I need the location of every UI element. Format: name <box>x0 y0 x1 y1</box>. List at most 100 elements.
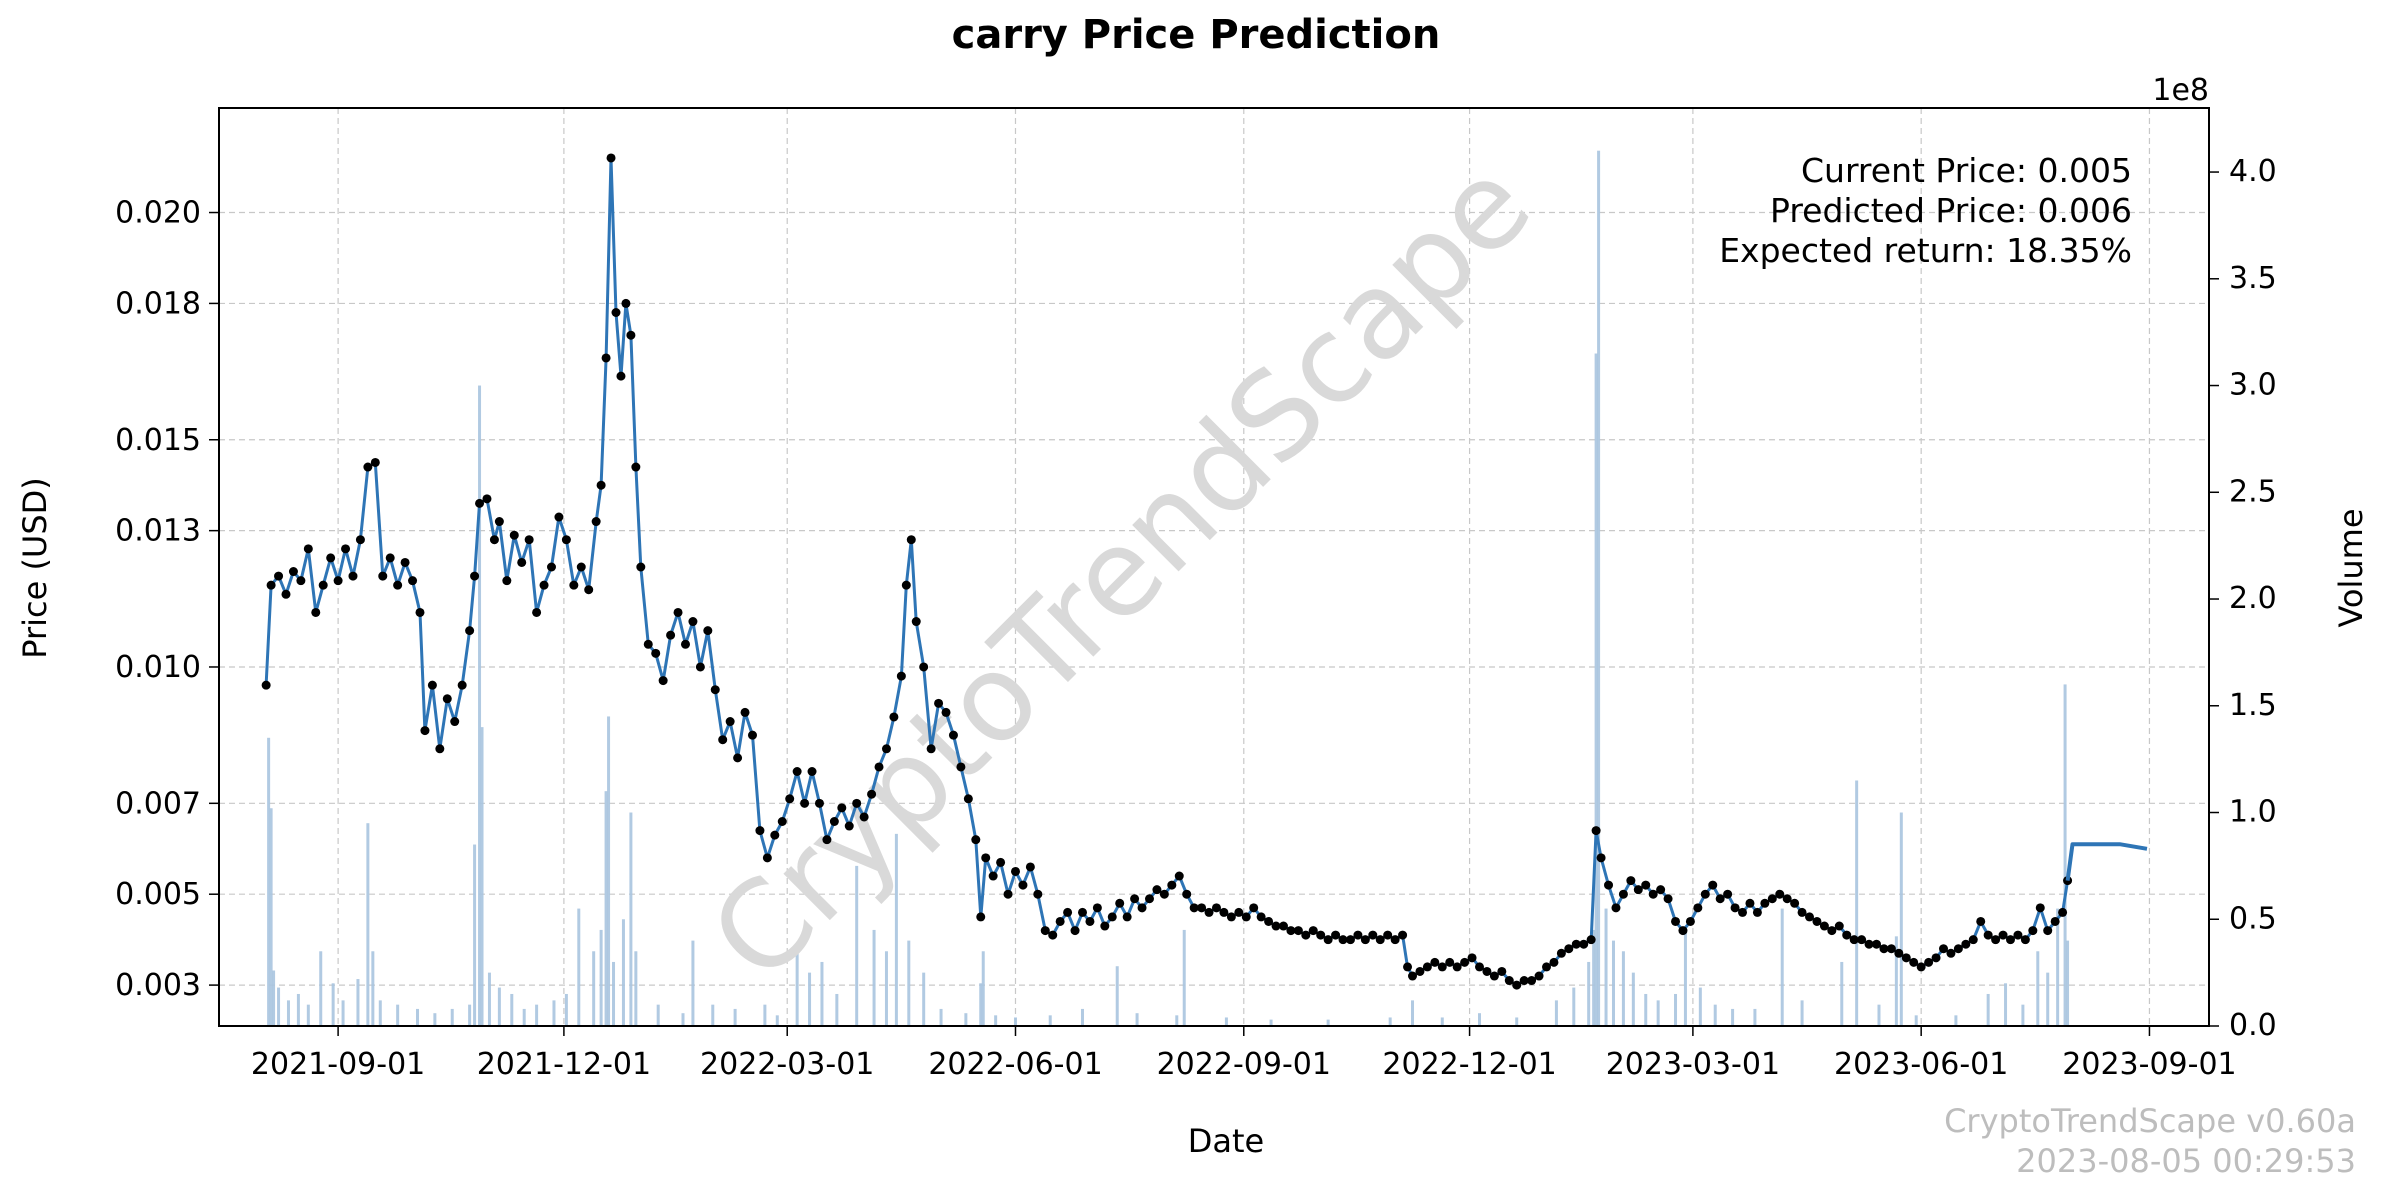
y-tick-label: 0.007 <box>115 786 201 821</box>
y-tick-label: 0.010 <box>115 650 201 685</box>
volume-bar <box>691 940 695 1026</box>
price-point <box>1579 939 1589 949</box>
price-point <box>1678 926 1688 936</box>
price-point <box>2028 926 2038 936</box>
volume-bar <box>1592 929 1596 1026</box>
x-tick-label: 2022-06-01 <box>928 1047 1102 1082</box>
volume-bar <box>378 1000 382 1026</box>
price-point <box>1278 921 1288 931</box>
price-point <box>1693 903 1703 913</box>
y2-tick-label: 1.0 <box>2229 795 2277 830</box>
price-point <box>1144 894 1154 904</box>
volume-bar <box>269 808 273 1026</box>
price-point <box>1775 889 1785 899</box>
price-point <box>926 744 936 754</box>
volume-bar <box>907 940 911 1026</box>
volume-bar <box>478 385 482 1026</box>
price-point <box>911 617 921 627</box>
price-point <box>1182 889 1192 899</box>
price-point <box>976 912 986 922</box>
price-point <box>626 330 636 340</box>
price-point <box>1010 866 1020 876</box>
volume-bar <box>1175 1015 1179 1026</box>
price-point <box>517 557 527 567</box>
x-tick-label: 2023-09-01 <box>2062 1047 2236 1082</box>
chart-title: carry Price Prediction <box>952 12 1441 58</box>
price-point <box>636 562 646 572</box>
price-point <box>1641 880 1651 890</box>
price-point <box>777 816 787 826</box>
price-point <box>785 794 795 804</box>
price-point <box>539 580 549 590</box>
price-point <box>1383 930 1393 940</box>
volume-bar <box>1698 987 1702 1026</box>
price-point <box>1527 976 1537 986</box>
price-point <box>1611 903 1621 913</box>
price-point <box>2050 916 2060 926</box>
volume-bar <box>497 987 501 1026</box>
price-point <box>1842 930 1852 940</box>
price-point <box>874 762 884 772</box>
price-point <box>584 585 594 595</box>
price-point <box>1115 898 1125 908</box>
price-point <box>1834 921 1844 931</box>
volume-bar <box>612 961 616 1026</box>
y2-tick-label: 3.0 <box>2229 368 2277 403</box>
x-tick-label: 2022-09-01 <box>1157 1047 1331 1082</box>
price-point <box>1849 935 1859 945</box>
volume-bar <box>979 983 983 1026</box>
volume-bar <box>994 1015 998 1026</box>
price-point <box>1219 907 1229 917</box>
price-point <box>1708 880 1718 890</box>
volume-bar <box>1731 1008 1735 1026</box>
volume-bar <box>1604 908 1608 1026</box>
price-point <box>2020 935 2030 945</box>
y2-axis-ticks: 0.0 0.5 1.0 1.5 2.0 2.5 3.0 3.5 4.0 <box>2209 154 2277 1043</box>
price-point <box>1211 903 1221 913</box>
price-point <box>859 812 869 822</box>
price-point <box>1497 966 1507 976</box>
price-point <box>435 744 445 754</box>
volume-bar <box>1780 908 1784 1026</box>
price-point <box>1901 953 1911 963</box>
price-point <box>1961 939 1971 949</box>
current-price-annotation: Current Price: 0.005 <box>1801 151 2132 190</box>
price-point <box>1301 930 1311 940</box>
y2-tick-label: 3.5 <box>2229 261 2277 296</box>
volume-bar <box>1440 1017 1444 1026</box>
x-tick-label: 2021-12-01 <box>477 1047 651 1082</box>
price-point <box>385 553 395 563</box>
volume-bar <box>396 1004 400 1026</box>
price-point <box>1445 957 1455 967</box>
price-point <box>427 680 437 690</box>
price-point <box>475 498 485 508</box>
price-point <box>1663 894 1673 904</box>
price-point <box>261 680 271 690</box>
price-point <box>901 580 911 590</box>
footer-version: CryptoTrendScape v0.60a <box>1944 1102 2356 1140</box>
price-point <box>1152 885 1162 895</box>
price-point <box>1323 935 1333 945</box>
volume-bar <box>2004 983 2008 1026</box>
grid-lines <box>219 108 2209 1026</box>
volume-bar <box>711 1004 715 1026</box>
price-point <box>1715 894 1725 904</box>
price-point <box>1489 971 1499 981</box>
volume-bar <box>1914 1015 1918 1026</box>
price-point <box>1797 907 1807 917</box>
price-point <box>852 798 862 808</box>
price-point <box>1197 903 1207 913</box>
price-point <box>1782 894 1792 904</box>
price-point <box>631 462 641 472</box>
price-point <box>1345 935 1355 945</box>
price-point <box>606 153 616 163</box>
price-point <box>1596 853 1606 863</box>
price-point <box>988 871 998 881</box>
price-point <box>971 835 981 845</box>
volume-bar <box>795 951 799 1026</box>
price-point <box>1130 894 1140 904</box>
price-point <box>266 580 276 590</box>
volume-bar <box>2066 940 2070 1026</box>
price-point <box>1241 912 1251 922</box>
y2-tick-label: 1.5 <box>2229 688 2277 723</box>
